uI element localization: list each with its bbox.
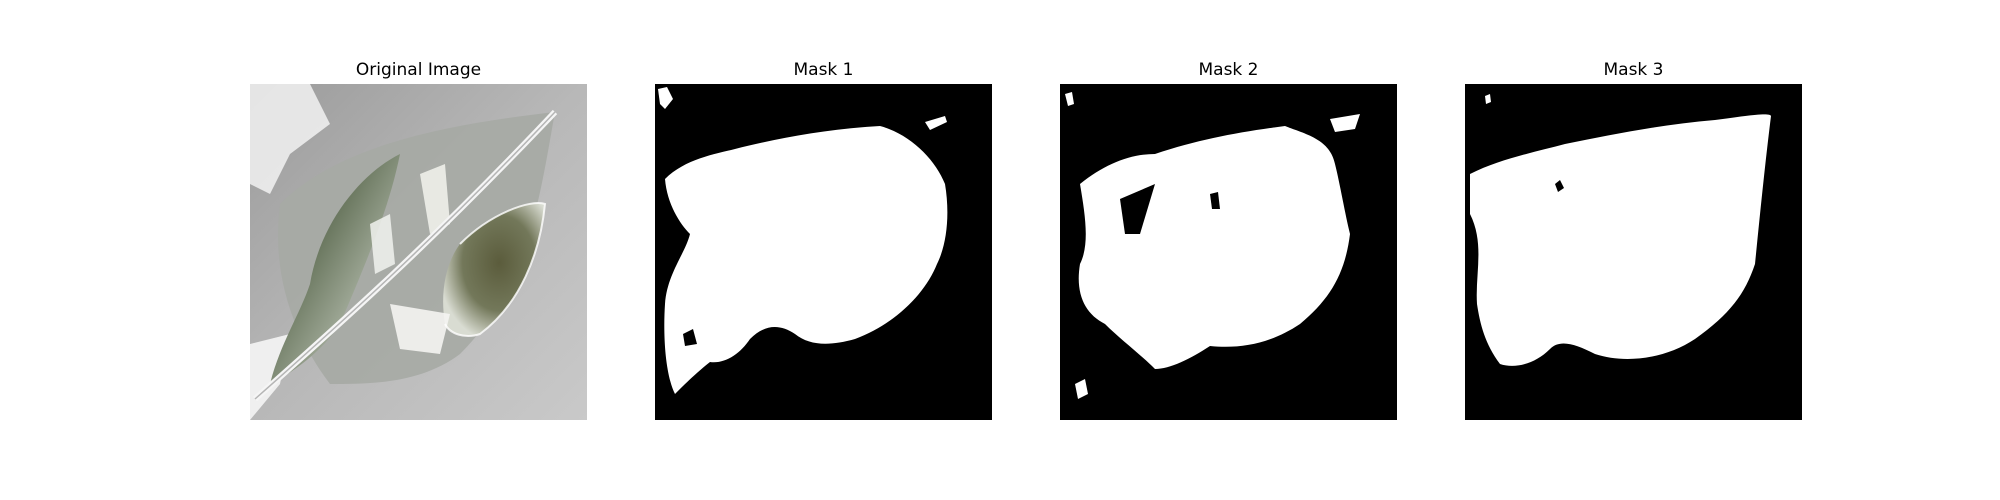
- panel-title: Mask 2: [1198, 60, 1259, 80]
- panel-mask-2: Mask 2: [1060, 60, 1397, 420]
- panel-mask-1: Mask 1: [655, 60, 992, 420]
- panel-original-image: Original Image: [250, 60, 587, 420]
- mask-3-image: [1465, 84, 1802, 420]
- original-image: [250, 84, 587, 420]
- panel-title: Mask 3: [1603, 60, 1664, 80]
- mask-2-image: [1060, 84, 1397, 420]
- panel-mask-3: Mask 3: [1465, 60, 1802, 420]
- mask-1-image: [655, 84, 992, 420]
- panel-title: Mask 1: [793, 60, 854, 80]
- panel-title: Original Image: [355, 60, 482, 80]
